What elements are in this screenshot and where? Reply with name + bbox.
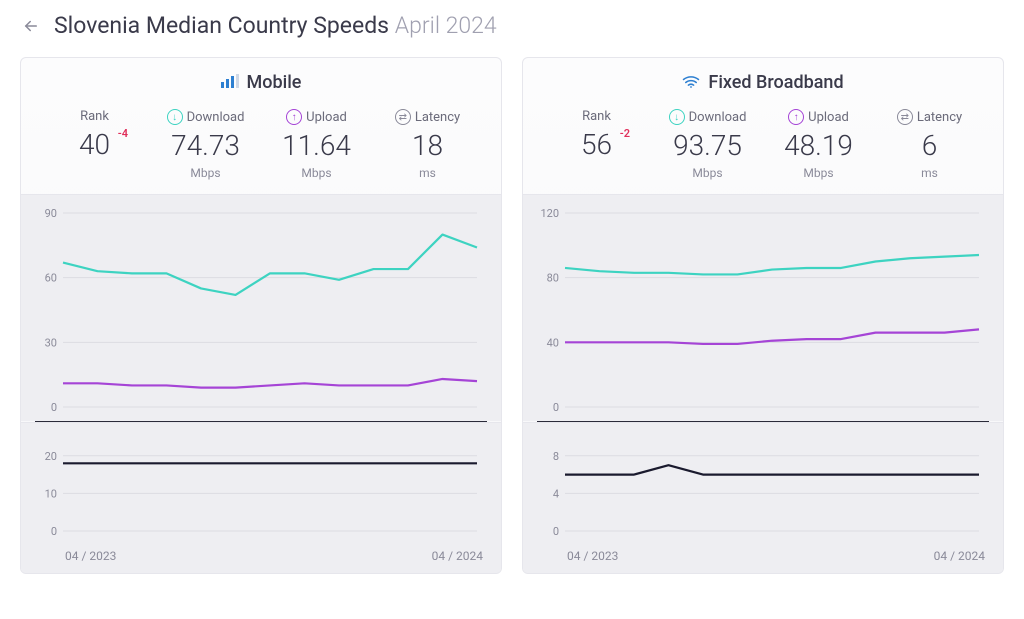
svg-text:0: 0 bbox=[51, 401, 57, 414]
page-header: Slovenia Median Country Speeds April 202… bbox=[20, 12, 1004, 39]
metric-rank-value: 56 -2 bbox=[581, 130, 612, 161]
page-title: Slovenia Median Country Speeds April 202… bbox=[54, 12, 497, 39]
back-arrow[interactable] bbox=[20, 15, 42, 37]
metric-download-label: Download bbox=[187, 110, 245, 125]
mobile-chart-latency: 0 10 20 bbox=[27, 429, 487, 539]
svg-text:120: 120 bbox=[540, 207, 559, 220]
svg-text:0: 0 bbox=[553, 525, 559, 538]
metric-download-value: 93.75 bbox=[673, 131, 742, 162]
metric-rank: Rank 40 -4 bbox=[39, 109, 150, 180]
metric-rank: Rank 56 -2 bbox=[541, 109, 652, 180]
metric-latency: ⇄ Latency 18 ms bbox=[372, 109, 483, 180]
panel-mobile-title: Mobile bbox=[21, 58, 501, 103]
metric-upload: ↑ Upload 11.64 Mbps bbox=[261, 109, 372, 180]
svg-text:0: 0 bbox=[51, 525, 57, 538]
svg-text:30: 30 bbox=[45, 336, 57, 349]
metric-latency-label: Latency bbox=[917, 110, 962, 125]
wifi-icon bbox=[682, 72, 700, 93]
svg-text:0: 0 bbox=[553, 401, 559, 414]
metric-upload-unit: Mbps bbox=[763, 166, 874, 180]
metric-latency-unit: ms bbox=[874, 166, 985, 180]
broadband-chart-main: 0 40 80 120 bbox=[529, 205, 989, 415]
panels-grid: Mobile Rank 40 -4 ↓ Download 74.73 Mbps bbox=[20, 57, 1004, 574]
mobile-chart-main: 0 30 60 90 bbox=[27, 205, 487, 415]
panel-broadband-title-text: Fixed Broadband bbox=[708, 72, 843, 93]
panel-mobile-title-text: Mobile bbox=[247, 72, 302, 93]
metric-upload-label: Upload bbox=[306, 110, 347, 125]
metric-latency-unit: ms bbox=[372, 166, 483, 180]
svg-text:60: 60 bbox=[45, 271, 57, 284]
broadband-chart-latency-area: 0 4 8 bbox=[523, 422, 1003, 545]
metric-download-unit: Mbps bbox=[150, 166, 261, 180]
metric-rank-delta: -4 bbox=[118, 128, 128, 140]
latency-icon: ⇄ bbox=[897, 109, 913, 125]
mobile-date-range: 04 / 2023 04 / 2024 bbox=[21, 545, 501, 573]
metric-latency-value: 18 bbox=[412, 131, 443, 162]
metric-upload-unit: Mbps bbox=[261, 166, 372, 180]
svg-text:10: 10 bbox=[45, 487, 57, 500]
broadband-metrics: Rank 56 -2 ↓ Download 93.75 Mbps ↑ Uploa… bbox=[523, 103, 1003, 194]
broadband-date-range: 04 / 2023 04 / 2024 bbox=[523, 545, 1003, 573]
download-icon: ↓ bbox=[669, 109, 685, 125]
title-main: Slovenia Median Country Speeds bbox=[54, 12, 389, 39]
latency-icon: ⇄ bbox=[395, 109, 411, 125]
title-date: April 2024 bbox=[395, 12, 497, 39]
metric-rank-label: Rank bbox=[582, 109, 611, 124]
metric-rank-delta: -2 bbox=[620, 128, 630, 140]
metric-download: ↓ Download 93.75 Mbps bbox=[652, 109, 763, 180]
svg-text:8: 8 bbox=[553, 450, 559, 463]
metric-upload-label: Upload bbox=[808, 110, 849, 125]
date-end: 04 / 2024 bbox=[934, 549, 985, 563]
svg-text:90: 90 bbox=[45, 207, 57, 220]
metric-upload: ↑ Upload 48.19 Mbps bbox=[763, 109, 874, 180]
panel-broadband: Fixed Broadband Rank 56 -2 ↓ Download 93… bbox=[522, 57, 1004, 574]
broadband-chart-latency: 0 4 8 bbox=[529, 429, 989, 539]
date-end: 04 / 2024 bbox=[432, 549, 483, 563]
metric-rank-label: Rank bbox=[80, 109, 109, 124]
metric-upload-value: 48.19 bbox=[784, 131, 853, 162]
svg-text:40: 40 bbox=[547, 336, 559, 349]
svg-text:80: 80 bbox=[547, 271, 559, 284]
broadband-chart-main-area: 0 40 80 120 bbox=[523, 194, 1003, 421]
metric-download-label: Download bbox=[689, 110, 747, 125]
mobile-chart-main-area: 0 30 60 90 bbox=[21, 194, 501, 421]
metric-latency-label: Latency bbox=[415, 110, 460, 125]
metric-latency: ⇄ Latency 6 ms bbox=[874, 109, 985, 180]
download-icon: ↓ bbox=[167, 109, 183, 125]
svg-text:4: 4 bbox=[553, 487, 559, 500]
upload-icon: ↑ bbox=[788, 109, 804, 125]
metric-upload-value: 11.64 bbox=[282, 131, 351, 162]
metric-download: ↓ Download 74.73 Mbps bbox=[150, 109, 261, 180]
metric-download-unit: Mbps bbox=[652, 166, 763, 180]
upload-icon: ↑ bbox=[286, 109, 302, 125]
date-start: 04 / 2023 bbox=[65, 549, 116, 563]
metric-rank-value: 40 -4 bbox=[79, 130, 110, 161]
panel-broadband-title: Fixed Broadband bbox=[523, 58, 1003, 103]
metric-latency-value: 6 bbox=[922, 131, 938, 162]
mobile-metrics: Rank 40 -4 ↓ Download 74.73 Mbps ↑ Uploa… bbox=[21, 103, 501, 194]
mobile-chart-latency-area: 0 10 20 bbox=[21, 422, 501, 545]
mobile-icon bbox=[221, 72, 239, 93]
date-start: 04 / 2023 bbox=[567, 549, 618, 563]
panel-mobile: Mobile Rank 40 -4 ↓ Download 74.73 Mbps bbox=[20, 57, 502, 574]
metric-download-value: 74.73 bbox=[171, 131, 240, 162]
svg-text:20: 20 bbox=[45, 450, 57, 463]
